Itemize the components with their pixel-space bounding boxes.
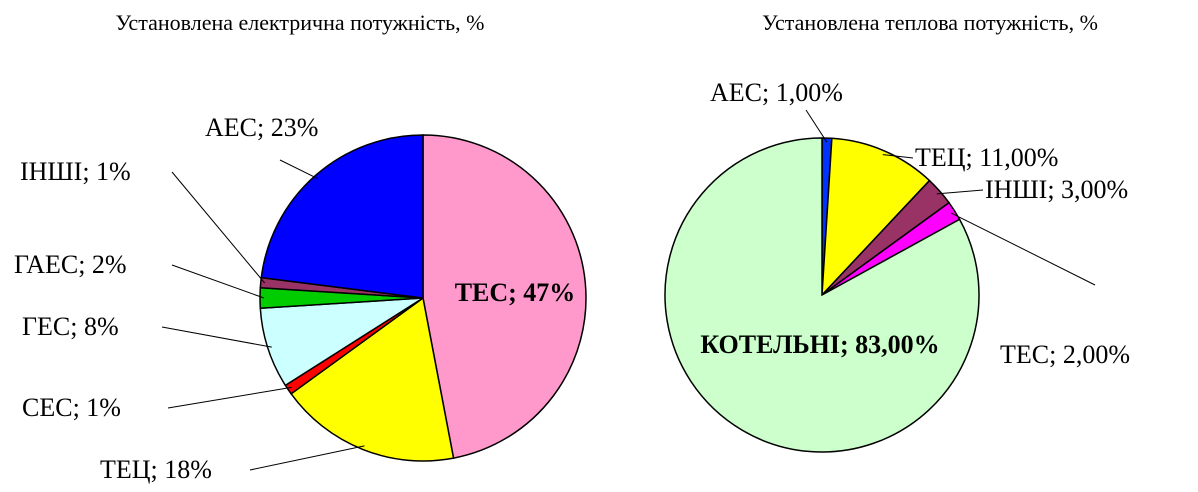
pie-slice [664,137,980,453]
pie-slice [821,137,931,298]
pie-slice [260,134,424,299]
chart-title: Установлена електрична потужність, % [115,10,485,35]
slice-label: АЕС; 1,00% [710,78,843,107]
slice-label: ГАЕС; 2% [14,250,127,279]
leader-line [171,171,266,284]
leader-line [249,445,365,471]
leader-line [167,386,292,409]
leader-line [805,109,828,143]
slice-label: КОТЕЛЬНІ; 83,00% [700,330,940,359]
chart-title: Установлена теплова потужність, % [762,10,1098,35]
leader-line [161,326,272,348]
pie-slice [422,134,587,459]
slice-label: ТЕЦ; 11,00% [915,143,1059,172]
slice-label: СЕС; 1% [22,393,121,422]
leader-line [882,154,914,159]
leader-line [936,189,984,195]
leader-line [279,159,319,180]
leader-line [950,212,1096,286]
slice-label: ІНШІ; 3,00% [985,175,1129,204]
slice-label: АЕС; 23% [205,113,319,142]
slice-label: ІНШІ; 1% [20,157,131,186]
slice-label: ТЕС; 2,00% [1000,340,1130,369]
pie-slice [290,296,455,462]
slice-label: ТЕЦ; 18% [100,455,212,484]
slice-label: ТЕС; 47% [454,278,576,307]
slice-label: ГЕС; 8% [22,312,119,341]
leader-line [171,264,265,299]
